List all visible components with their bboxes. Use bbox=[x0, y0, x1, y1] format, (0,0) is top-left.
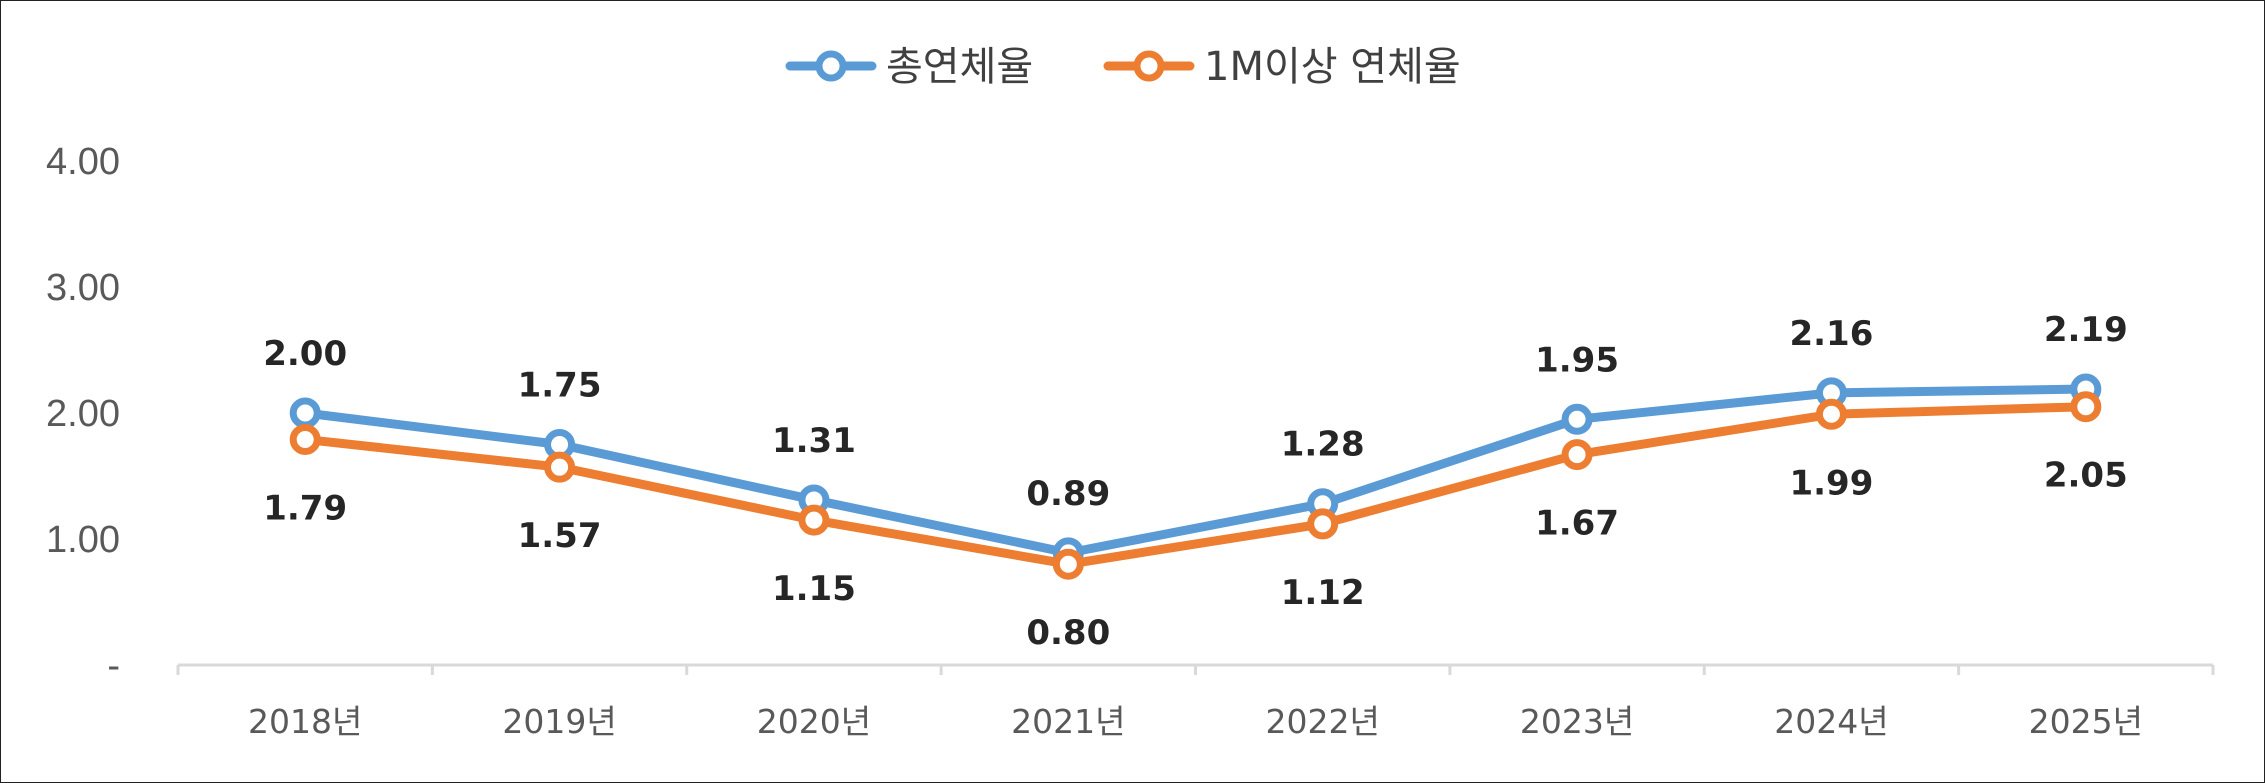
data-point bbox=[1052, 548, 1084, 580]
x-tick-label: 2024년 bbox=[1774, 702, 1888, 741]
data-point bbox=[2070, 391, 2102, 423]
data-point bbox=[1561, 403, 1593, 435]
data-label: 1.67 bbox=[1535, 504, 1619, 544]
legend-label: 총연체율 bbox=[886, 44, 1033, 90]
data-point bbox=[1307, 508, 1339, 540]
y-tick-label: 4.00 bbox=[46, 141, 120, 183]
data-point bbox=[798, 504, 830, 536]
y-tick-label: - bbox=[107, 645, 120, 687]
y-axis: - 1.00 2.00 3.00 4.00 bbox=[46, 141, 120, 687]
data-label: 2.19 bbox=[2044, 310, 2128, 350]
x-tick-label: 2022년 bbox=[1266, 702, 1380, 741]
data-label: 1.99 bbox=[1789, 463, 1873, 503]
data-label: 2.16 bbox=[1789, 314, 1873, 354]
x-tick-label: 2021년 bbox=[1011, 702, 1125, 741]
data-label: 1.95 bbox=[1535, 340, 1619, 380]
data-label: 1.28 bbox=[1281, 425, 1365, 465]
data-label: 2.05 bbox=[2044, 456, 2128, 496]
series-line bbox=[300, 384, 2091, 558]
data-label: 0.89 bbox=[1026, 474, 1110, 514]
x-tick-label: 2023년 bbox=[1520, 702, 1634, 741]
data-point bbox=[289, 423, 321, 455]
y-tick-label: 3.00 bbox=[46, 267, 120, 309]
data-point bbox=[1815, 398, 1847, 430]
legend-marker bbox=[815, 50, 847, 82]
legend: 총연체율 1M이상 연체율 bbox=[785, 44, 1461, 90]
data-point bbox=[544, 451, 576, 483]
x-tick-label: 2020년 bbox=[757, 702, 871, 741]
data-label: 2.00 bbox=[263, 334, 347, 374]
series-2 bbox=[289, 391, 2102, 580]
data-label: 1.75 bbox=[518, 366, 602, 406]
x-tick-label: 2025년 bbox=[2029, 702, 2143, 741]
data-label: 1.57 bbox=[518, 516, 602, 556]
series-line bbox=[300, 402, 2091, 569]
data-labels: 2.00 1.75 1.31 0.89 1.28 1.95 2.16 2.19 1.79 1.57… bbox=[263, 310, 2128, 653]
data-point bbox=[1561, 439, 1593, 471]
legend-item-1: 총연체율 bbox=[785, 44, 1033, 90]
legend-item-2: 1M이상 연체율 bbox=[1103, 44, 1461, 90]
y-tick-label: 2.00 bbox=[46, 393, 120, 435]
y-tick-label: 1.00 bbox=[46, 519, 120, 561]
data-label: 1.12 bbox=[1281, 573, 1365, 613]
series-layer bbox=[289, 373, 2102, 580]
legend-marker bbox=[1133, 50, 1165, 82]
data-label: 1.31 bbox=[772, 421, 856, 461]
data-label: 0.80 bbox=[1026, 613, 1110, 653]
legend-label: 1M이상 연체율 bbox=[1204, 44, 1461, 90]
x-tick-label: 2019년 bbox=[502, 702, 616, 741]
data-label: 1.79 bbox=[263, 488, 347, 528]
data-point bbox=[289, 397, 321, 429]
x-tick-label: 2018년 bbox=[248, 702, 362, 741]
data-label: 1.15 bbox=[772, 569, 856, 609]
x-axis: 2018년 2019년 2020년 2021년 2022년 2023년 2024년 2025년 bbox=[176, 663, 2215, 741]
